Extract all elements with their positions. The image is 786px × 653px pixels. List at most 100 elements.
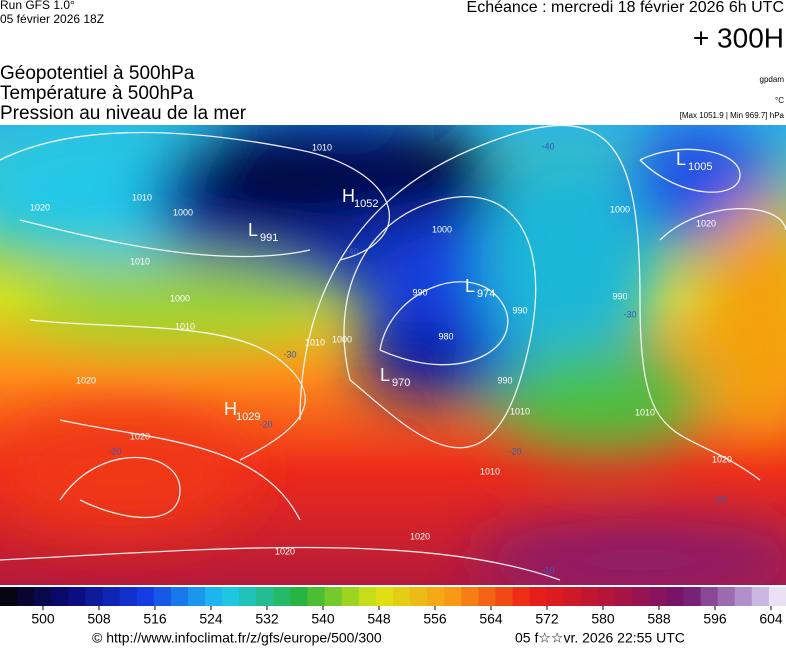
temperature-label: -20	[108, 446, 121, 456]
isobar-label: 1000	[173, 207, 193, 217]
forecast-time: Echéance : mercredi 18 février 2026 6h U…	[467, 0, 784, 16]
colorbar-swatch	[580, 587, 599, 606]
colorbar-swatch	[85, 587, 104, 606]
colorbar-swatch	[529, 587, 548, 606]
run-label: Run GFS 1.0°	[0, 0, 75, 12]
isobar-label: 1010	[305, 337, 325, 347]
colorbar-tick-label: 588	[647, 611, 671, 627]
colorbar-tick-label: 580	[591, 611, 615, 627]
pressure-center-value: 974	[477, 288, 495, 300]
colorbar-swatch	[700, 587, 719, 606]
colorbar-swatch	[632, 587, 650, 606]
pressure-center-symbol: L	[676, 149, 686, 169]
colorbar-swatch	[734, 587, 753, 606]
isobar-label: 1020	[410, 531, 430, 541]
temperature-label: -20	[713, 494, 726, 504]
colorbar-swatch	[427, 587, 445, 606]
isobar-label: 990	[412, 287, 427, 297]
colorbar-swatch	[307, 587, 326, 606]
colorbar-tick-label: 548	[367, 611, 391, 627]
pressure-center-value: 1005	[688, 161, 712, 173]
isobar-label: 990	[497, 375, 512, 385]
isobar-label: 1010	[175, 321, 195, 331]
colorbar-swatch	[290, 587, 309, 606]
colorbar-swatch	[222, 587, 240, 606]
colorbar-swatch	[239, 587, 257, 606]
isobar-label: 1020	[696, 218, 716, 228]
colorbar-tick-label: 540	[311, 611, 335, 627]
colorbar-swatch	[51, 587, 69, 606]
colorbar-swatch	[649, 587, 667, 606]
temperature-label: -20	[508, 446, 521, 456]
colorbar-swatch	[393, 587, 411, 606]
isobar-label: 990	[512, 305, 527, 315]
isobar-label: 1010	[480, 466, 500, 476]
unit-celsius: °C	[775, 96, 784, 105]
isobar-label: 1000	[610, 204, 630, 214]
isobar-label: 1000	[332, 334, 352, 344]
colorbar-swatch	[444, 587, 462, 606]
colorbar-swatch	[478, 587, 497, 606]
isobar-label: 1000	[170, 293, 190, 303]
colorbar-swatch	[375, 587, 394, 606]
isobar-label: 1010	[130, 256, 150, 266]
colorbar-tick-label: 556	[423, 611, 447, 627]
title-2: Température à 500hPa	[0, 83, 194, 104]
colorbar-swatch	[717, 587, 736, 606]
pressure-center-symbol: L	[248, 220, 258, 240]
unit-gpdam: gpdam	[760, 75, 785, 84]
isobar-label: 1010	[510, 406, 530, 416]
run-date: 05 février 2026 18Z	[0, 12, 104, 26]
colorbar-swatch	[17, 587, 35, 606]
pressure-center-value: 991	[260, 232, 278, 244]
pressure-center-symbol: L	[465, 276, 475, 296]
pressure-center-value: 970	[392, 377, 410, 389]
timestamp: 05 f☆☆vr. 2026 22:55 UTC	[515, 630, 685, 646]
pressure-center-symbol: H	[342, 186, 355, 206]
colorbar-swatch	[119, 587, 138, 606]
colorbar-swatch	[768, 587, 786, 606]
colorbar-swatch	[136, 587, 155, 606]
isobar-label: 990	[612, 291, 627, 301]
temperature-label: -30	[623, 309, 636, 319]
isobar-label: 1010	[132, 192, 152, 202]
colorbar-tick-label: 604	[759, 611, 783, 627]
colorbar-tick-label: 572	[535, 611, 559, 627]
isobar-label: 980	[438, 331, 453, 341]
colorbar-swatch	[512, 587, 531, 606]
colorbar-tick-label: 532	[255, 611, 279, 627]
colorbar-swatch	[666, 587, 684, 606]
isobar-label: 1020	[275, 546, 295, 556]
colorbar-swatch	[256, 587, 274, 606]
title-1: Géopotentiel à 500hPa	[0, 63, 195, 84]
temperature-label: -40	[345, 246, 358, 256]
colorbar-tick-label: 516	[143, 611, 167, 627]
source-url: © http://www.infoclimat.fr/z/gfs/europe/…	[92, 630, 382, 646]
colorbar-swatch	[34, 587, 52, 606]
colorbar-tick-label: 508	[87, 611, 111, 627]
colorbar-swatch	[273, 587, 291, 606]
isobar-label: 1020	[76, 375, 96, 385]
unit-pressure: [Max 1051.9 | Min 969.7] hPa	[680, 111, 785, 120]
pressure-center-value: 1029	[236, 411, 260, 423]
colorbar-swatch	[751, 587, 770, 606]
temperature-label: -20	[259, 419, 272, 429]
colorbar-tick-label: 524	[199, 611, 223, 627]
pressure-center-symbol: L	[380, 365, 390, 385]
colorbar-swatch	[598, 587, 616, 606]
pressure-center-symbol: H	[224, 399, 237, 419]
colorbar-swatch	[324, 587, 343, 606]
temperature-label: -30	[283, 349, 296, 359]
colorbar-tick-label: 596	[703, 611, 727, 627]
colorbar-swatch	[102, 587, 121, 606]
lead-time: + 300H	[693, 22, 784, 53]
isobar-label: 1000	[432, 224, 452, 234]
temperature-label: -10	[541, 565, 554, 575]
isobar-label: 1010	[312, 142, 332, 152]
colorbar-swatch	[0, 587, 18, 606]
isobar-label: 1020	[712, 454, 732, 464]
colorbar-swatch	[68, 587, 86, 606]
colorbar-tick-label: 500	[31, 611, 55, 627]
title-3: Pression au niveau de la mer	[0, 103, 247, 124]
